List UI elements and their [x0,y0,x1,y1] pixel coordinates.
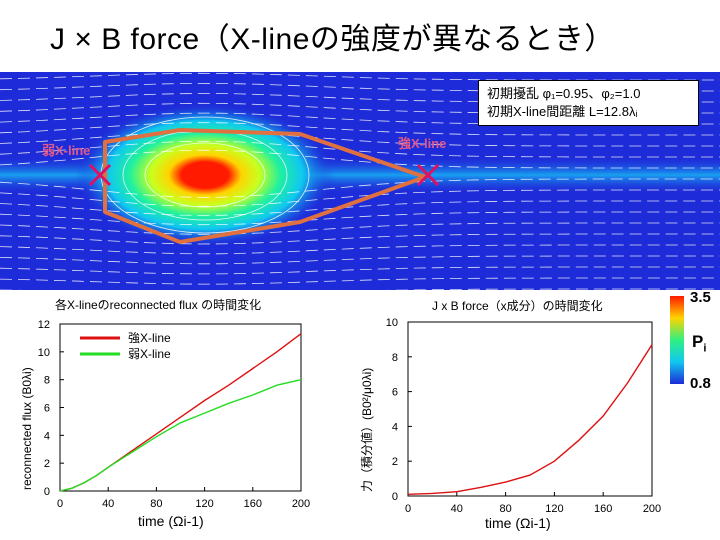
weak-xline-marker [88,163,112,187]
chart1-title: 各X-lineのreconnected flux の時間変化 [55,298,262,312]
y-tick-label: 4 [44,430,50,442]
slide-title: J × B force（X-lineの強度が異なるとき） [50,23,615,56]
legend-label: 強X-line [128,331,171,345]
x-tick-label: 120 [195,498,213,510]
x-tick-label: 120 [545,503,563,515]
y-tick-label: 8 [44,375,50,387]
chart1-ylabel: reconnected flux (B0λi) [20,367,34,490]
y-tick-label: 10 [386,317,398,329]
x-tick-label: 200 [643,503,661,515]
y-tick-label: 4 [392,421,398,433]
x-tick-label: 0 [405,503,411,515]
strong-xline-label: 強X-line [398,136,447,151]
x-tick-label: 200 [292,498,310,510]
x-tick-label: 80 [150,498,162,510]
plot-area [59,323,302,492]
colorbar-quantity: Pi [692,332,707,355]
x-tick-label: 160 [594,503,612,515]
colorbar [670,296,684,384]
y-tick-label: 2 [44,458,50,470]
y-tick-label: 12 [38,319,50,331]
plot-area [407,321,653,497]
x-tick-label: 0 [57,498,63,510]
strong-xline-marker [416,163,440,187]
x-tick-label: 40 [451,503,463,515]
flux-chart: 0 40 80 120 160 200 0 2 4 6 8 10 12 強X-line 弱X-line [38,319,310,510]
y-tick-label: 2 [392,456,398,468]
x-tick-label: 160 [244,498,262,510]
y-tick-label: 0 [44,486,50,498]
chart1-xlabel: time (Ωi-1) [138,513,204,529]
colorbar-max: 3.5 [690,289,711,306]
legend-label: 弱X-line [128,347,171,361]
initial-conditions-box: 初期擾乱 φ₁=0.95、φ₂=1.0 初期X-line間距離 L=12.8λᵢ [478,80,699,126]
x-tick-label: 40 [102,498,114,510]
chart2-ylabel: 力（積分値）(B0²/μ0λi) [360,367,374,492]
chart2-xlabel: time (Ωi-1) [485,515,551,531]
y-tick-label: 10 [38,347,50,359]
x-tick-label: 80 [499,503,511,515]
jxb-force-chart: 0 40 80 120 160 200 0 2 4 6 8 10 [386,317,661,515]
xline-distance-text: 初期X-line間距離 L=12.8λᵢ [487,104,638,119]
integration-path [103,128,427,244]
chart2-title: J x B force（x成分）の時間変化 [432,299,603,313]
y-tick-label: 0 [392,491,398,503]
y-tick-label: 6 [44,403,50,415]
series-line [59,379,302,492]
perturbation-text: 初期擾乱 φ₁=0.95、φ₂=1.0 [487,86,641,101]
y-tick-label: 6 [392,387,398,399]
y-tick-label: 8 [392,352,398,364]
series-line [407,344,653,495]
weak-xline-label: 弱X-line [42,143,91,158]
colorbar-min: 0.8 [690,375,711,392]
